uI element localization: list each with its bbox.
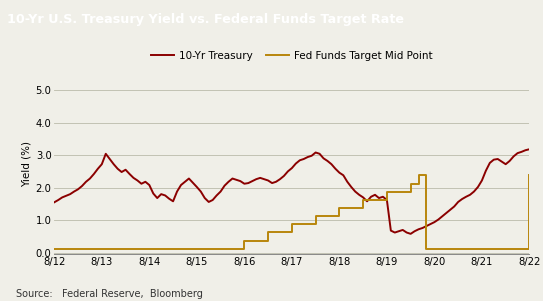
Text: Source:   Federal Reserve,  Bloomberg: Source: Federal Reserve, Bloomberg bbox=[16, 290, 203, 299]
Y-axis label: Yield (%): Yield (%) bbox=[22, 141, 31, 187]
Legend: 10-Yr Treasury, Fed Funds Target Mid Point: 10-Yr Treasury, Fed Funds Target Mid Poi… bbox=[147, 46, 437, 65]
Text: 10-Yr U.S. Treasury Yield vs. Federal Funds Target Rate: 10-Yr U.S. Treasury Yield vs. Federal Fu… bbox=[7, 13, 403, 26]
